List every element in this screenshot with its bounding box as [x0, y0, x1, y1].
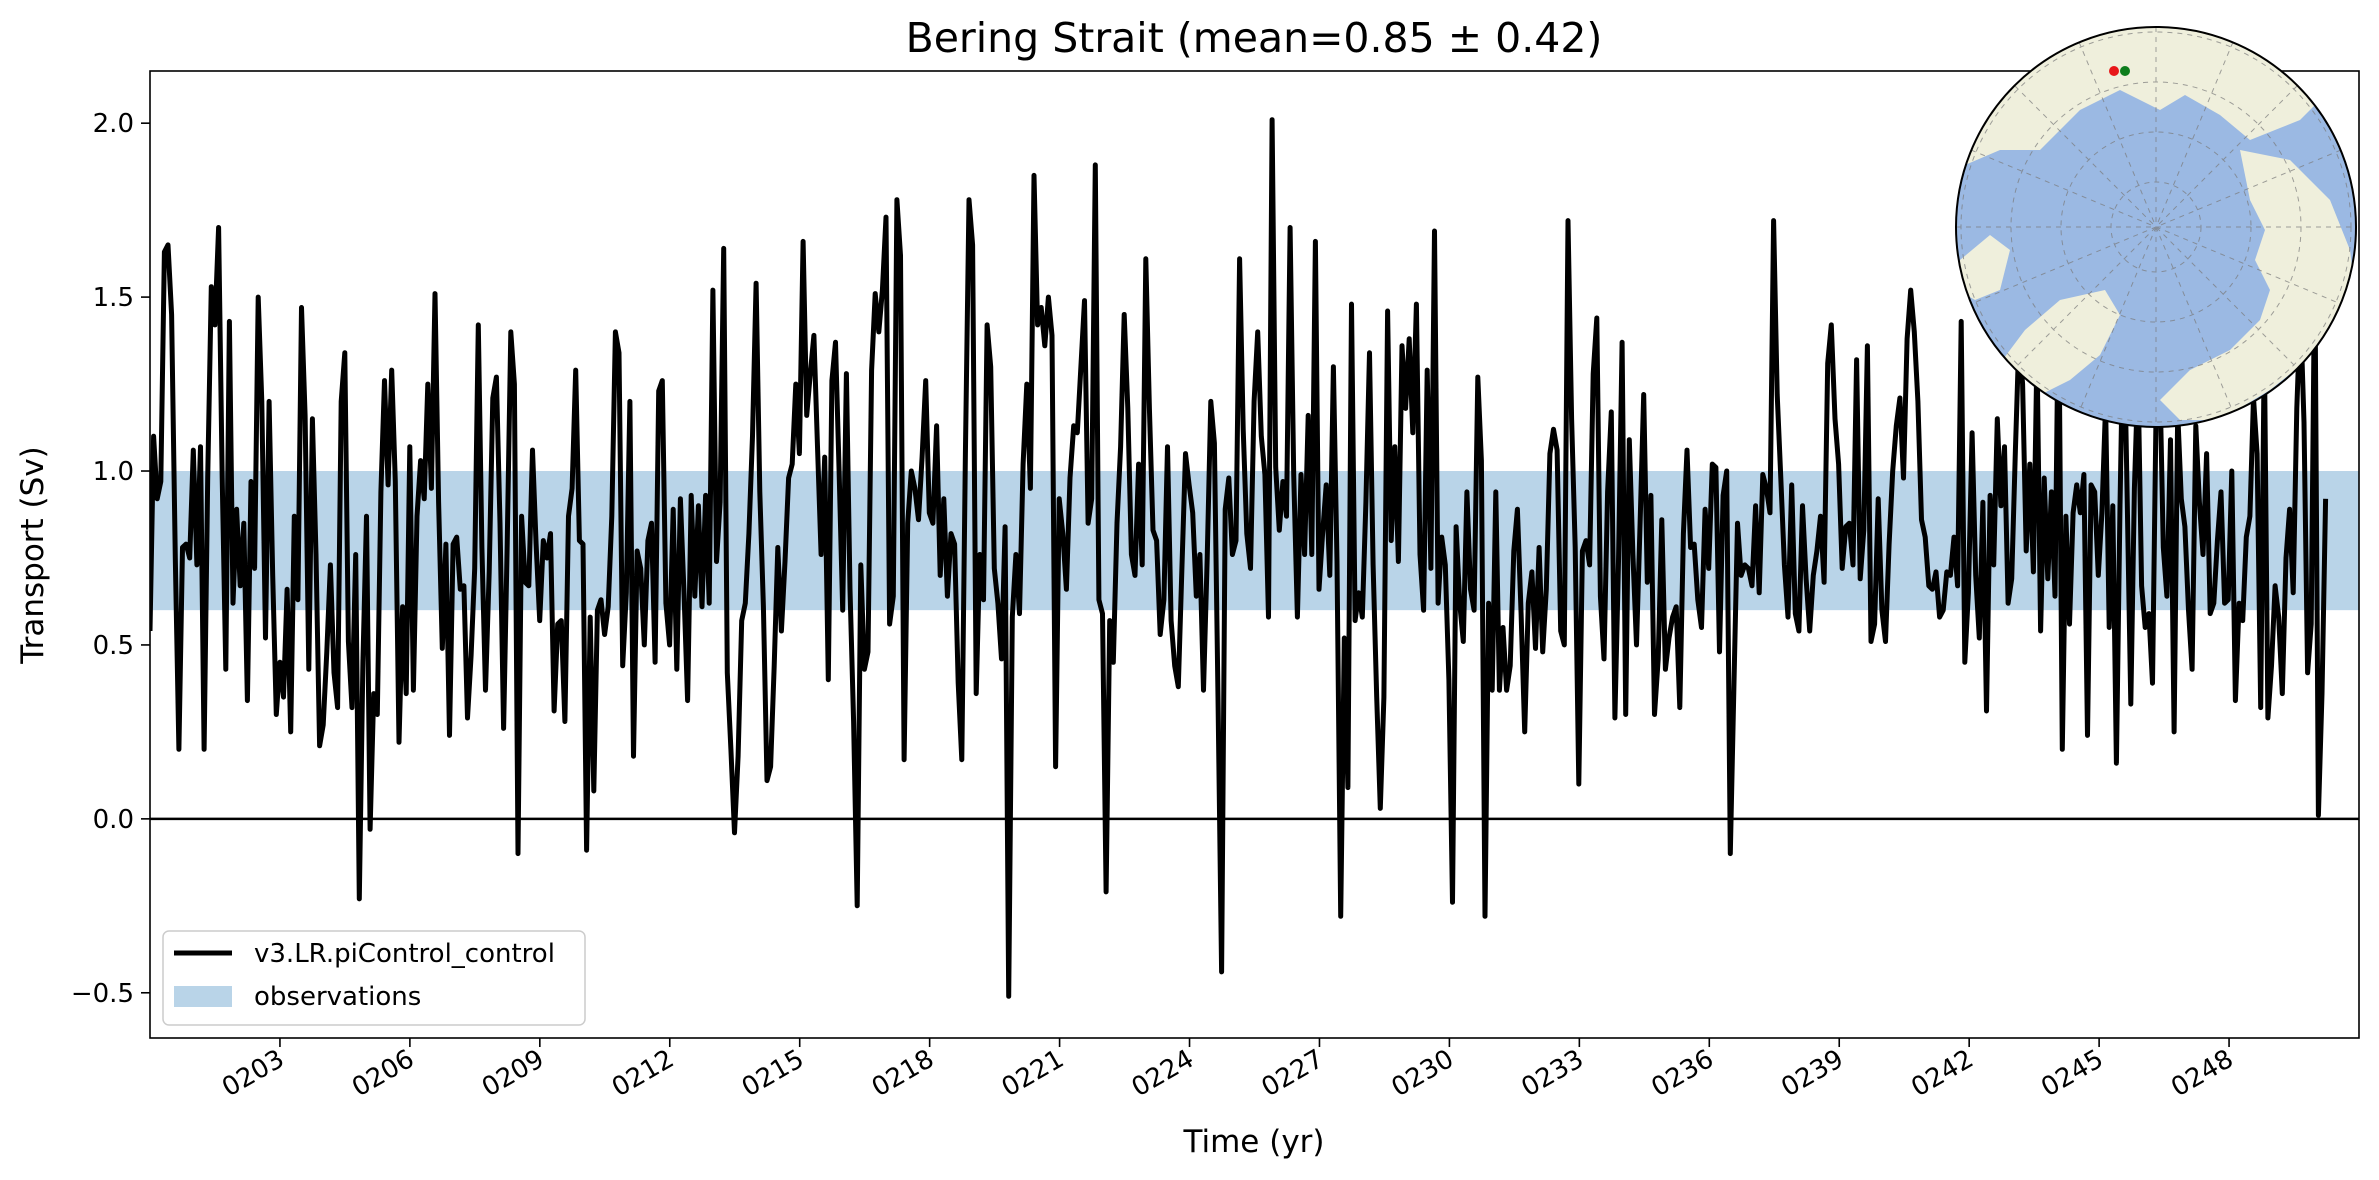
legend-patch-swatch	[174, 986, 232, 1007]
x-tick-label: 0221	[997, 1044, 1069, 1103]
y-axis-label: Transport (Sv)	[15, 446, 51, 665]
x-tick-label: 0209	[477, 1044, 549, 1103]
section-start-marker	[2109, 66, 2119, 76]
axes-frame	[149, 70, 2360, 1039]
legend-box	[162, 930, 586, 1026]
x-tick-label: 0206	[347, 1044, 419, 1103]
y-tick-label: −0.5	[71, 979, 134, 1009]
legend-label-observations: observations	[254, 982, 421, 1012]
x-axis-ticks: 0203 0206 0209 0212 0215 0218 0221 0224 0227 0230…	[217, 1038, 2239, 1103]
x-tick-label: 0224	[1127, 1044, 1199, 1103]
x-tick-label: 0215	[737, 1044, 809, 1103]
map-outline	[1955, 26, 2357, 428]
x-tick-label: 0212	[607, 1044, 679, 1103]
inset-polar-map	[1955, 26, 2357, 428]
y-tick-label: 1.5	[93, 283, 134, 313]
x-tick-label: 0218	[867, 1044, 939, 1103]
x-tick-label: 0227	[1257, 1044, 1329, 1103]
x-tick-label: 0248	[2166, 1044, 2238, 1103]
map-land-scandinavia	[1958, 235, 2010, 300]
legend-label-model: v3.LR.piControl_control	[254, 939, 555, 969]
series-line-v3-lr-picontrol-control	[150, 117, 2329, 999]
x-tick-label: 0236	[1646, 1044, 1718, 1103]
y-tick-label: 1.0	[93, 457, 134, 487]
x-axis-label: Time (yr)	[1183, 1124, 1325, 1160]
x-tick-label: 0242	[1906, 1044, 1978, 1103]
y-tick-label: 2.0	[93, 109, 134, 139]
legend: v3.LR.piControl_control observations	[162, 930, 586, 1026]
x-tick-label: 0245	[2036, 1044, 2108, 1103]
y-tick-label: 0.0	[93, 805, 134, 835]
map-land-greenland	[1995, 290, 2120, 395]
x-tick-label: 0233	[1517, 1044, 1589, 1103]
x-tick-label: 0239	[1776, 1044, 1848, 1103]
section-end-marker	[2120, 66, 2130, 76]
y-axis-ticks: −0.5 0.0 0.5 1.0 1.5 2.0	[71, 109, 150, 1009]
x-tick-label: 0230	[1387, 1044, 1459, 1103]
y-tick-label: 0.5	[93, 631, 134, 661]
chart-title: Bering Strait (mean=0.85 ± 0.42)	[906, 14, 1603, 62]
x-tick-label: 0203	[217, 1044, 289, 1103]
map-land-north-america	[2160, 150, 2356, 420]
